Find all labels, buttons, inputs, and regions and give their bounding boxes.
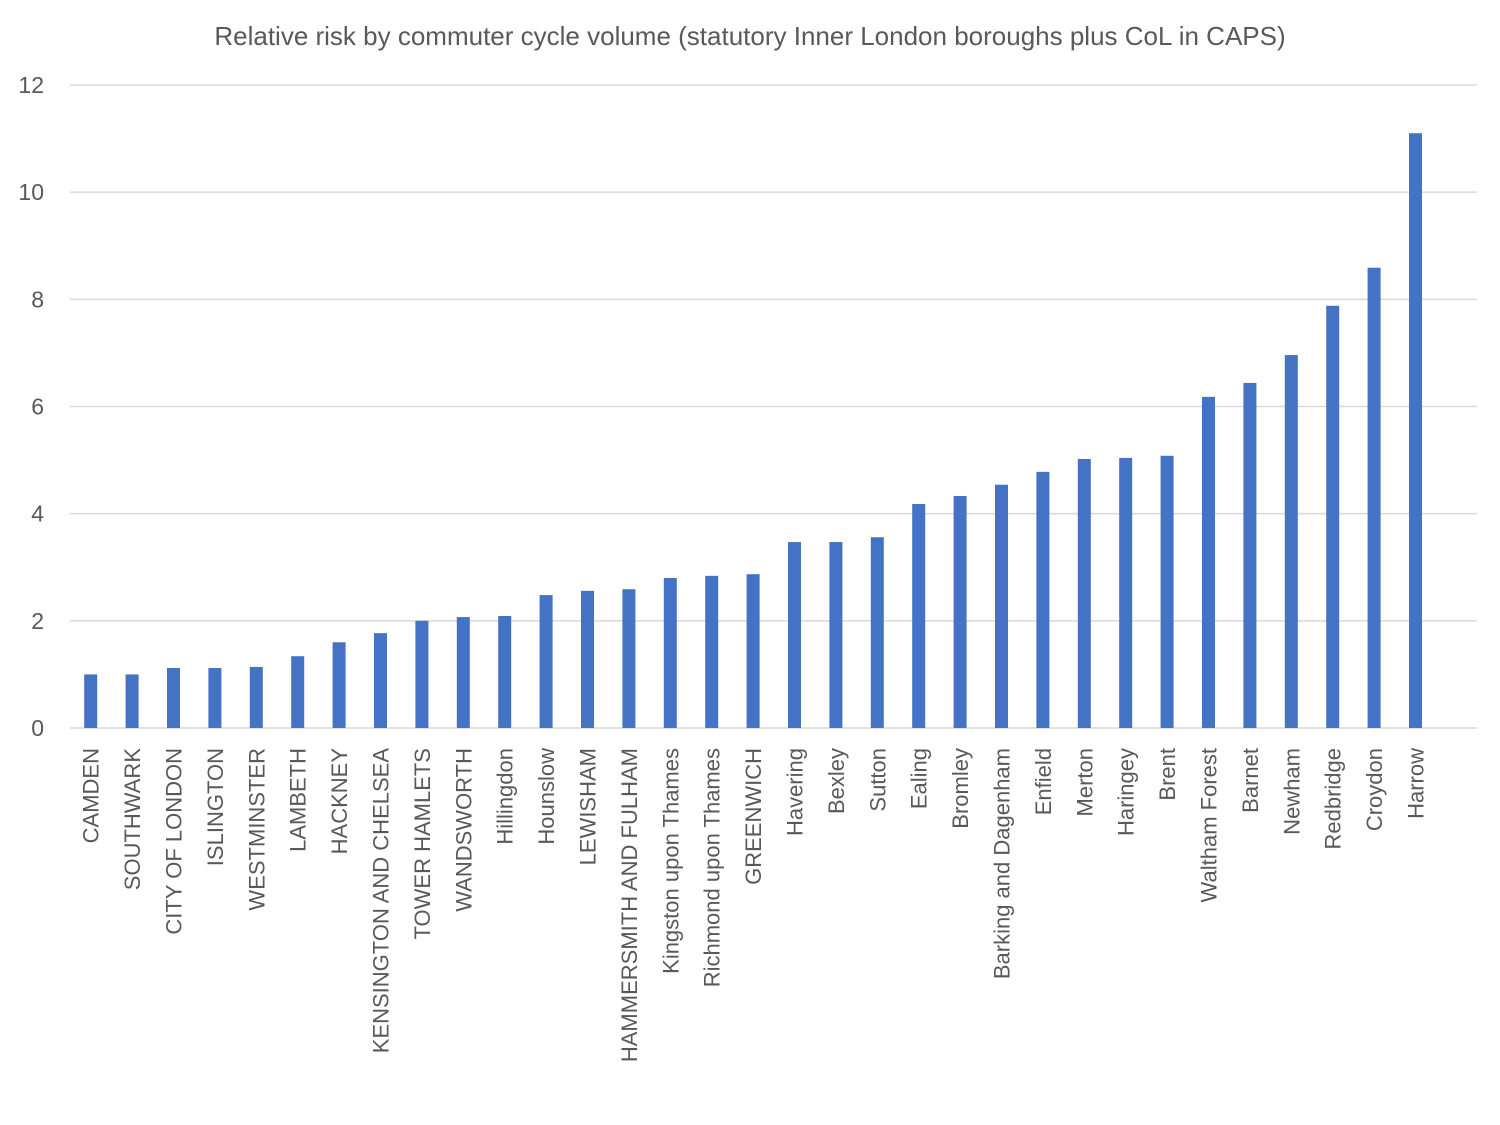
x-category-label: SOUTHWARK xyxy=(120,748,145,891)
bar xyxy=(1409,133,1422,729)
x-category-label: Enfield xyxy=(1031,748,1056,815)
bar xyxy=(1367,267,1381,728)
bar xyxy=(84,674,98,728)
bar xyxy=(953,495,967,728)
bar xyxy=(788,542,801,728)
y-axis-ticks: 0 2 4 6 8 10 12 xyxy=(18,72,44,741)
x-category-label: Bexley xyxy=(824,748,849,814)
bar xyxy=(622,589,636,728)
x-category-label: Harrow xyxy=(1404,748,1429,819)
bar xyxy=(581,590,594,728)
x-category-label: Sutton xyxy=(865,748,890,812)
bar xyxy=(912,504,926,728)
x-category-label: Redbridge xyxy=(1321,748,1346,850)
y-tick-label: 8 xyxy=(31,286,44,312)
bar xyxy=(125,674,139,728)
bar xyxy=(746,574,760,728)
x-axis-labels: CAMDEN SOUTHWARK CITY OF LONDON ISLINGTON WE… xyxy=(79,748,1429,1062)
x-category-label: CAMDEN xyxy=(79,748,104,843)
bar xyxy=(1202,396,1215,728)
x-category-label: Kingston upon Thames xyxy=(658,748,683,974)
x-category-label: ISLINGTON xyxy=(203,748,228,866)
bar xyxy=(870,537,884,728)
x-category-label: Waltham Forest xyxy=(1197,748,1222,902)
x-category-label: Richmond upon Thames xyxy=(700,748,725,987)
y-tick-label: 4 xyxy=(31,501,44,527)
bar xyxy=(705,575,719,728)
y-tick-label: 6 xyxy=(31,394,44,420)
x-category-label: Barnet xyxy=(1238,748,1263,813)
x-category-label: CITY OF LONDON xyxy=(162,748,187,935)
x-category-label: Croydon xyxy=(1362,748,1387,831)
x-category-label: Barking and Dagenham xyxy=(990,748,1015,979)
x-category-label: KENSINGTON AND CHELSEA xyxy=(369,748,394,1054)
x-category-label: HAMMERSMITH AND FULHAM xyxy=(617,748,642,1062)
bar xyxy=(1243,382,1257,728)
bar xyxy=(332,642,346,728)
x-category-label: LEWISHAM xyxy=(576,748,601,865)
bar xyxy=(1077,459,1091,728)
x-category-label: LAMBETH xyxy=(286,748,311,852)
x-category-label: Haringey xyxy=(1114,748,1139,836)
bar xyxy=(1119,457,1133,728)
x-category-label: HACKNEY xyxy=(327,748,352,855)
y-tick-label: 2 xyxy=(31,608,44,634)
y-tick-label: 0 xyxy=(31,715,44,741)
y-tick-label: 10 xyxy=(18,179,44,205)
bar xyxy=(1160,455,1174,728)
x-category-label: Merton xyxy=(1072,748,1097,816)
bar xyxy=(374,633,387,728)
chart-title: Relative risk by commuter cycle volume (… xyxy=(214,21,1285,51)
x-category-label: Brent xyxy=(1155,748,1180,801)
bar xyxy=(995,484,1008,728)
y-tick-label: 12 xyxy=(18,72,44,98)
bar xyxy=(1284,355,1298,728)
x-category-label: Newham xyxy=(1279,748,1304,835)
bar xyxy=(829,542,843,728)
x-category-label: Bromley xyxy=(948,748,973,829)
bar xyxy=(167,667,180,728)
bar xyxy=(539,595,553,728)
x-category-label: Hillingdon xyxy=(493,748,518,845)
x-category-label: Hounslow xyxy=(534,748,559,845)
bar xyxy=(498,616,512,728)
bar xyxy=(291,656,305,728)
bar xyxy=(1036,471,1050,728)
x-category-label: Havering xyxy=(783,748,808,836)
bar xyxy=(208,667,222,728)
x-category-label: GREENWICH xyxy=(741,748,766,885)
bar xyxy=(456,617,470,728)
gridlines xyxy=(70,84,1477,729)
bar xyxy=(415,620,429,728)
x-category-label: TOWER HAMLETS xyxy=(410,748,435,940)
x-category-label: WANDSWORTH xyxy=(451,748,476,912)
x-category-label: Ealing xyxy=(907,748,932,809)
bars xyxy=(84,133,1422,729)
x-category-label: WESTMINSTER xyxy=(244,748,269,911)
bar xyxy=(663,577,677,728)
bar xyxy=(1326,305,1340,728)
bar xyxy=(249,666,263,728)
